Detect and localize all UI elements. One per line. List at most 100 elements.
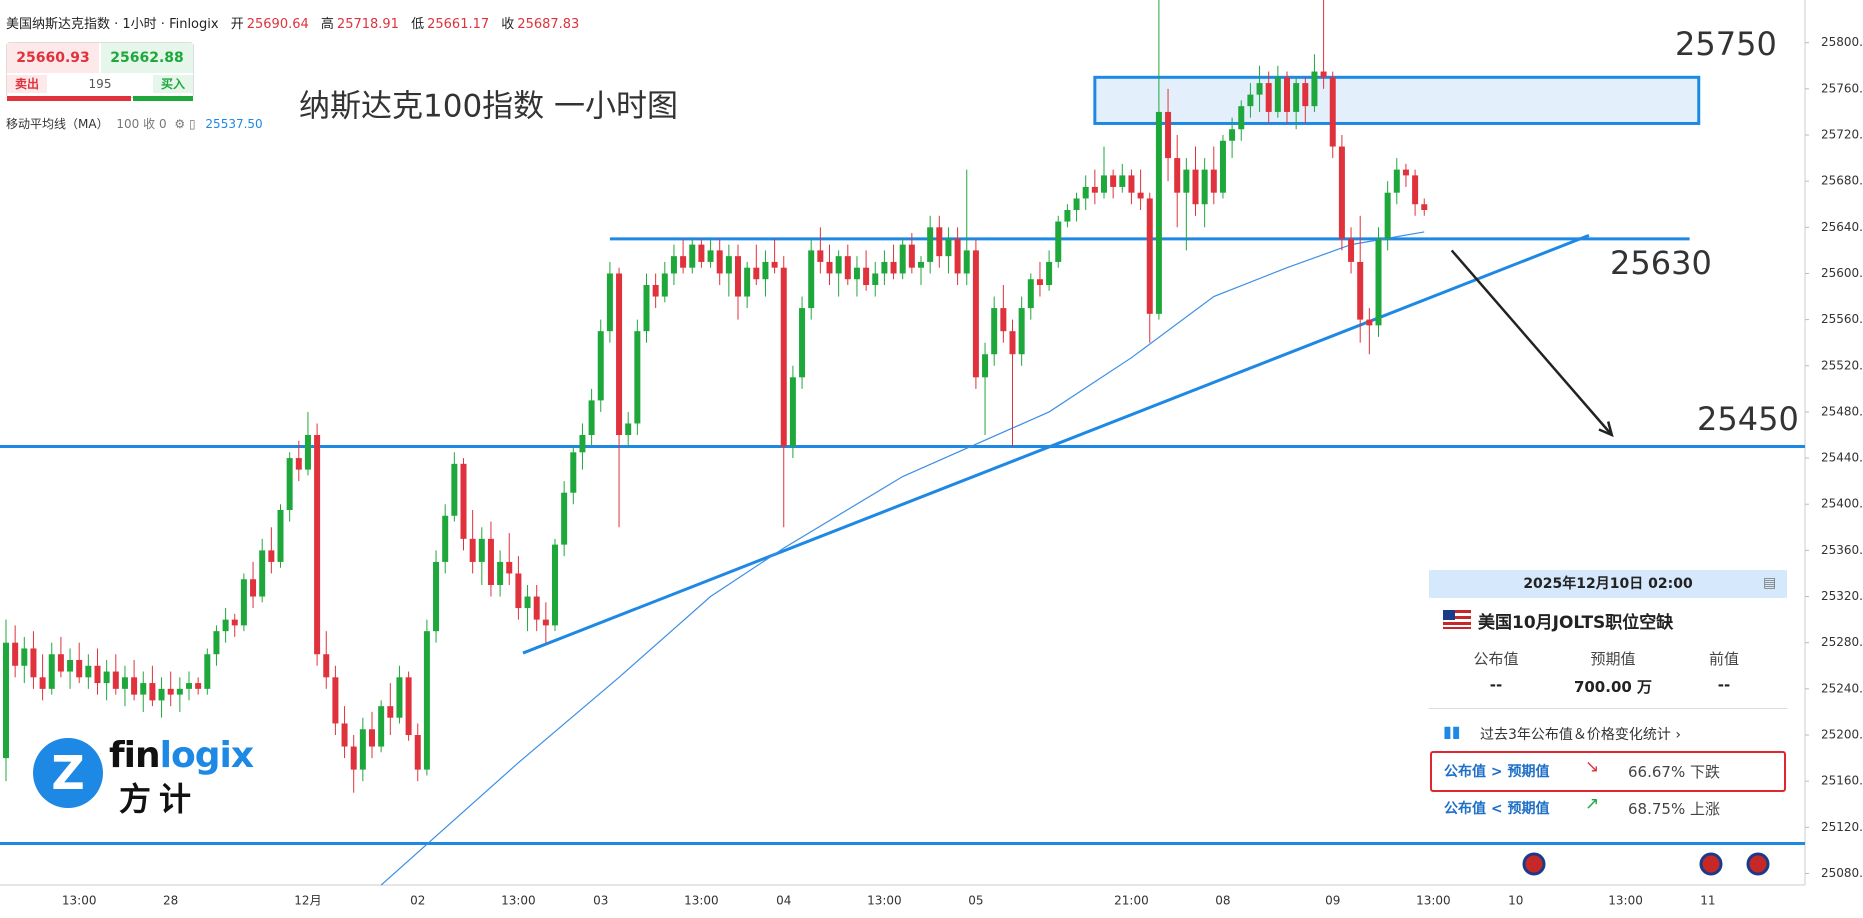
candle-body xyxy=(1210,169,1217,193)
candle-body xyxy=(250,579,257,597)
y-tick-label: 25520.00 xyxy=(1821,358,1863,372)
sell-price[interactable]: 25660.93 xyxy=(7,43,99,73)
candle-body xyxy=(1329,77,1336,147)
history-text[interactable]: 过去3年公布值＆价格变化统计 xyxy=(1480,727,1671,743)
candle-body xyxy=(1009,331,1016,355)
candle-body xyxy=(1357,261,1364,320)
candle-body xyxy=(735,256,741,297)
indicator-icons[interactable]: ⚙ ▯ xyxy=(174,117,196,131)
x-tick-label: 13:00 xyxy=(867,894,902,908)
candle-body xyxy=(533,596,540,620)
candle-body xyxy=(972,250,979,378)
candle-body xyxy=(844,256,851,280)
candle-body xyxy=(94,665,101,684)
candle-body xyxy=(1366,319,1373,326)
x-tick-label: 11 xyxy=(1700,894,1715,908)
x-tick-label: 13:00 xyxy=(684,894,719,908)
resistance-zone xyxy=(1093,75,1701,125)
candle-body xyxy=(451,463,458,516)
candle-body xyxy=(1311,71,1318,107)
us-flag xyxy=(1443,610,1471,629)
candle-body xyxy=(1421,204,1428,210)
y-tick-label: 25320.00 xyxy=(1821,589,1863,603)
column-value: 700.00 万 xyxy=(1573,678,1653,696)
result: 68.75% 上涨 xyxy=(1628,800,1720,818)
x-tick-label: 12月 xyxy=(294,894,321,908)
candle-body xyxy=(579,435,586,453)
candle-body xyxy=(213,631,220,655)
candle-body xyxy=(606,273,613,332)
candle-body xyxy=(469,538,476,562)
logo-brand-part: logix xyxy=(159,735,254,776)
candle-body xyxy=(30,648,37,678)
candle-body xyxy=(1201,169,1208,205)
candle-body xyxy=(1402,169,1409,176)
ohlc-value: 25687.83 xyxy=(517,17,580,32)
candle-body xyxy=(918,261,924,268)
buy-price[interactable]: 25662.88 xyxy=(101,43,193,73)
buy-button[interactable]: 买入 xyxy=(153,75,193,93)
candle-body xyxy=(314,435,321,655)
candle-body xyxy=(762,261,769,280)
candle-body xyxy=(48,654,55,689)
y-tick-label: 25400.00 xyxy=(1821,497,1863,511)
candle-body xyxy=(1247,94,1254,107)
y-tick-label: 25720.00 xyxy=(1821,128,1863,142)
logo-brand-part: fin xyxy=(109,735,161,776)
x-tick-label: 13:00 xyxy=(501,894,536,908)
y-tick-label: 25360.00 xyxy=(1821,543,1863,557)
stats-icon: ▮▮ xyxy=(1443,722,1461,741)
candle-body xyxy=(121,677,128,689)
y-tick-label: 25760.00 xyxy=(1821,81,1863,95)
candle-body xyxy=(1274,77,1281,112)
column-value: -- xyxy=(1717,676,1731,694)
candle-body xyxy=(433,561,440,632)
y-tick-label: 25680.00 xyxy=(1821,174,1863,188)
candle-body xyxy=(140,683,147,695)
candle-body xyxy=(552,544,558,626)
sell-button[interactable]: 卖出 xyxy=(7,75,47,93)
candle-body xyxy=(963,250,970,274)
candle-body xyxy=(899,244,906,274)
x-tick-label: 04 xyxy=(776,894,791,908)
history-link[interactable]: 过去3年公布值＆价格变化统计 › xyxy=(1480,727,1681,743)
candle-body xyxy=(808,250,815,309)
candle-body xyxy=(1046,261,1053,285)
candle-body xyxy=(597,331,604,401)
event-flag xyxy=(1746,852,1770,876)
candle-body xyxy=(39,677,46,689)
candle-body xyxy=(176,688,183,695)
candle-body xyxy=(982,354,989,378)
candle-body xyxy=(945,238,952,257)
candle-body xyxy=(515,573,522,609)
ohlc-value: 25690.64 xyxy=(246,17,309,32)
candle-body xyxy=(304,435,311,470)
candle-body xyxy=(799,308,806,378)
price-annotation: 25750 xyxy=(1675,25,1777,63)
candle-body xyxy=(588,400,595,435)
candle-body xyxy=(908,244,915,268)
candle-body xyxy=(268,550,275,562)
candle-body xyxy=(1146,198,1153,314)
candle-body xyxy=(1219,140,1226,193)
candle-body xyxy=(753,267,760,280)
event-datetime: 2025年12月10日 02:00 xyxy=(1429,570,1787,598)
x-tick-label: 03 xyxy=(593,894,608,908)
candle-body xyxy=(707,250,714,262)
y-tick-label: 25480.00 xyxy=(1821,404,1863,418)
candle-body xyxy=(67,660,74,672)
indicator-name: 移动平均线（MA） xyxy=(6,117,109,131)
copy-icon[interactable]: ▤ xyxy=(1763,575,1777,591)
candle-body xyxy=(1302,83,1309,107)
candle-body xyxy=(131,677,138,695)
candle-body xyxy=(1137,192,1144,199)
price-annotation: 25450 xyxy=(1697,400,1799,438)
candle-body xyxy=(716,250,723,274)
candle-body xyxy=(323,654,330,678)
candle-body xyxy=(359,729,366,770)
candle-body xyxy=(149,683,156,701)
candle-body xyxy=(872,273,879,285)
candle-body xyxy=(1091,186,1098,193)
candle-body xyxy=(487,538,494,585)
candle-body xyxy=(1027,279,1034,309)
